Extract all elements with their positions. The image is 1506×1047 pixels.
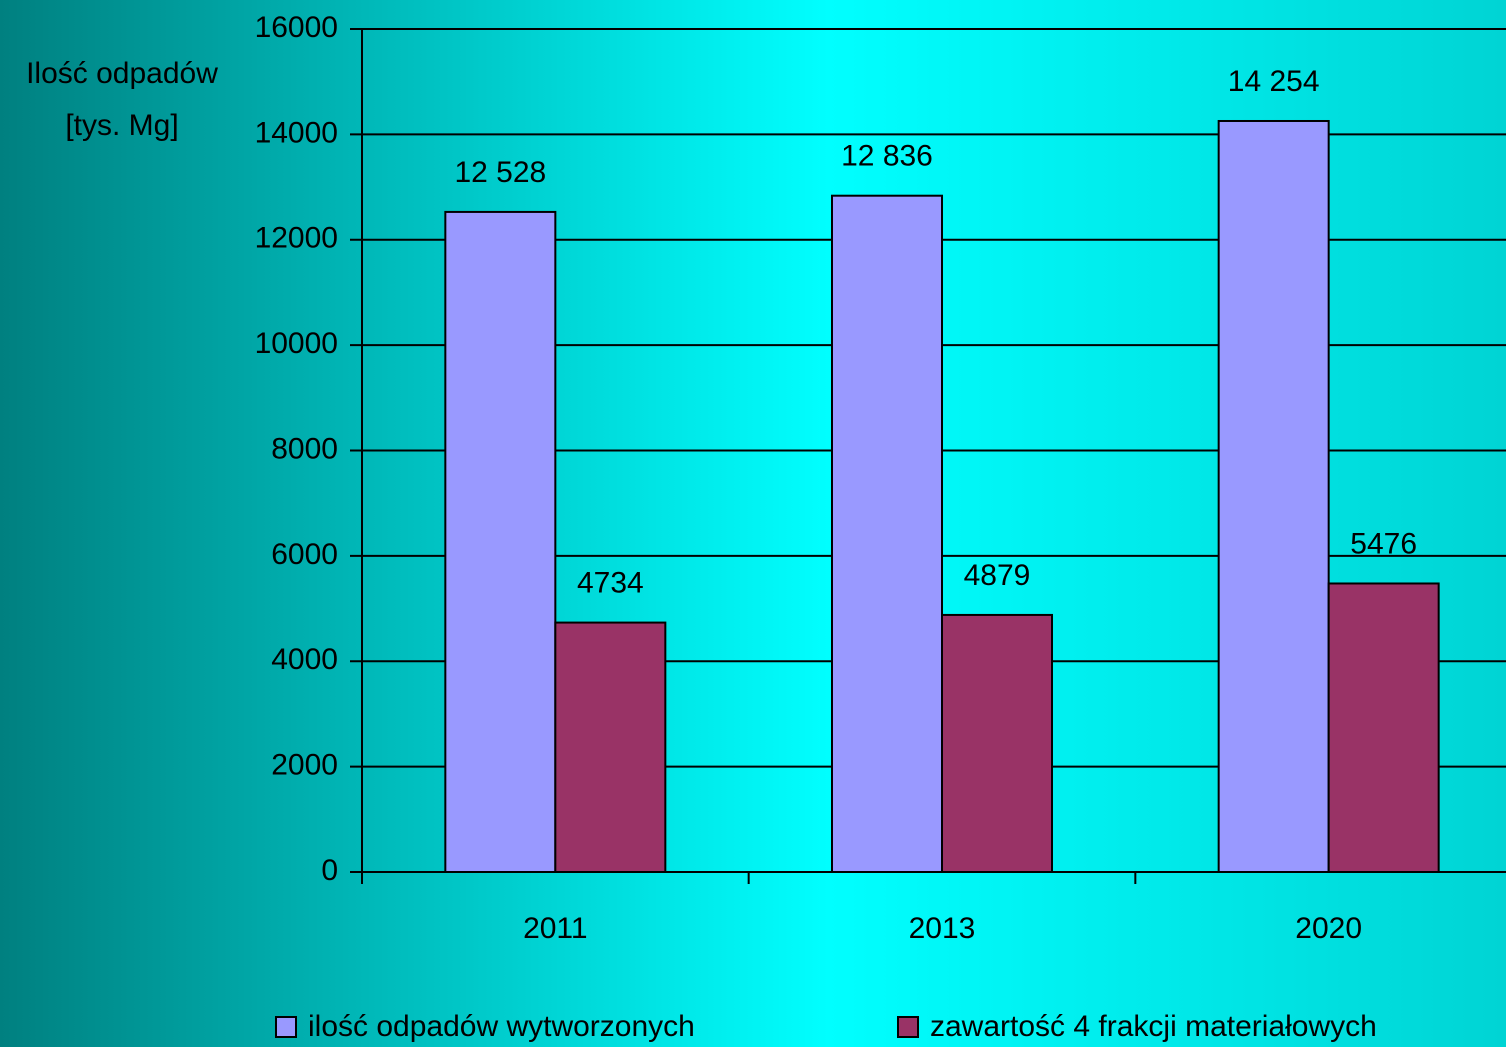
x-tick-label: 2011: [523, 912, 588, 945]
bar: [1217, 119, 1330, 874]
y-tick-label: 12000: [255, 222, 338, 255]
value-label: 4879: [964, 559, 1031, 592]
y-tick-label: 0: [321, 854, 338, 887]
y-tick-label: 14000: [255, 116, 338, 149]
y-tick-label: 6000: [271, 538, 338, 571]
bar: [444, 210, 557, 873]
y-tick-label: 10000: [255, 327, 338, 360]
y-tick-label: 2000: [271, 749, 338, 782]
legend-swatch: [275, 1016, 297, 1038]
legend-swatch: [897, 1016, 919, 1038]
value-label: 12 528: [454, 156, 546, 189]
y-tick-label: 8000: [271, 432, 338, 465]
y-tick-label: 4000: [271, 643, 338, 676]
bar: [554, 621, 667, 874]
x-tick-label: 2013: [909, 912, 976, 945]
legend-label: ilość odpadów wytworzonych: [308, 1010, 695, 1043]
y-tick-label: 16000: [255, 11, 338, 44]
bar: [941, 613, 1053, 873]
value-label: 12 836: [841, 140, 933, 173]
y-axis-label: Ilość odpadów: [26, 57, 218, 90]
value-label: 5476: [1350, 527, 1417, 560]
legend-label: zawartość 4 frakcji materiałowych: [930, 1010, 1377, 1043]
bar: [1327, 582, 1440, 874]
value-label: 4734: [577, 566, 644, 599]
value-label: 14 254: [1228, 65, 1320, 98]
y-axis-label: [tys. Mg]: [65, 109, 178, 142]
bar: [831, 194, 943, 873]
x-tick-label: 2020: [1295, 912, 1362, 945]
